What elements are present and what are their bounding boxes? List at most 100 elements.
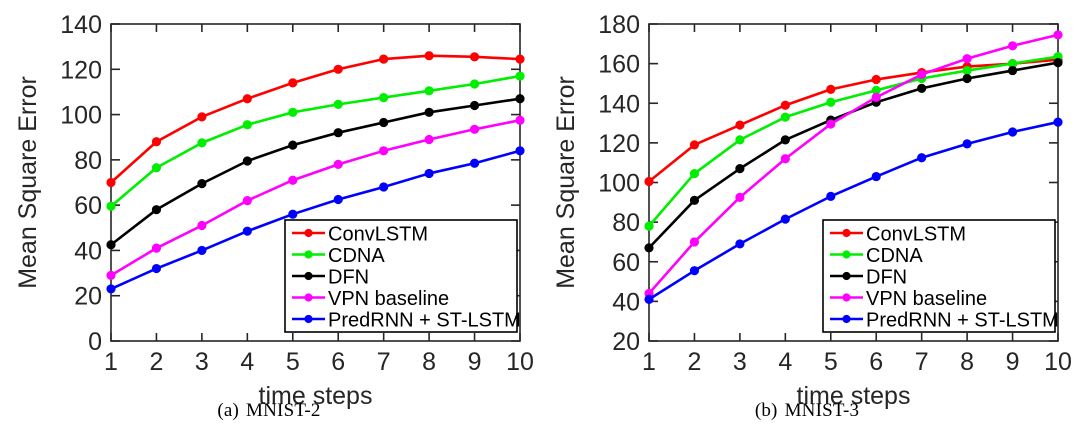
y-tick-label: 40 xyxy=(612,288,640,316)
data-point-marker xyxy=(288,209,298,219)
x-tick-label: 3 xyxy=(733,348,747,376)
data-point-marker xyxy=(689,195,700,205)
data-point-marker xyxy=(962,139,972,149)
legend-entry-label: ConvLSTM xyxy=(866,224,966,246)
data-point-marker xyxy=(333,128,343,138)
series-line xyxy=(647,120,1060,301)
data-point-marker xyxy=(644,243,654,253)
data-point-marker xyxy=(871,74,881,85)
data-point-marker xyxy=(780,135,790,145)
data-point-marker xyxy=(962,65,972,76)
data-point-marker xyxy=(469,100,480,111)
x-tick-label: 1 xyxy=(104,348,118,376)
data-point-marker xyxy=(151,263,162,274)
data-point-marker xyxy=(780,112,790,122)
y-tick-label: 120 xyxy=(598,130,640,158)
series-line xyxy=(109,74,522,208)
data-point-marker xyxy=(288,140,298,150)
data-point-marker xyxy=(151,137,162,147)
y-tick-label: 120 xyxy=(60,56,102,84)
x-tick-label: 10 xyxy=(506,348,534,376)
legend-entry-label: PredRNN + ST-LSTM xyxy=(328,310,521,332)
x-tick-label: 6 xyxy=(331,348,345,376)
x-tick-label: 3 xyxy=(195,348,209,376)
data-point-marker xyxy=(871,92,881,102)
data-point-marker xyxy=(1053,58,1063,68)
legend-marker-sample xyxy=(842,250,851,259)
panel-caption-a: (a) MNIST-2 xyxy=(0,400,538,422)
data-point-marker xyxy=(379,92,389,103)
data-point-marker xyxy=(242,156,252,166)
data-point-marker xyxy=(106,201,116,211)
x-tick-label: 4 xyxy=(778,348,792,376)
plot-area-mnist2: 0 20 40 60 80 100 120 140 1 2 3 4 5 6 7 8 9 10 time steps M… xyxy=(14,11,534,410)
data-point-marker xyxy=(735,120,745,130)
y-tick-label: 20 xyxy=(74,283,102,311)
y-tick-label: 60 xyxy=(612,249,640,277)
legend-marker-sample xyxy=(304,293,313,302)
legend-marker-sample xyxy=(842,314,851,324)
x-tick-label: 2 xyxy=(149,348,163,376)
data-point-marker xyxy=(962,73,972,84)
y-tick-label: 140 xyxy=(60,11,102,39)
data-point-marker xyxy=(333,159,343,169)
data-point-marker xyxy=(424,107,434,117)
legend-marker-sample xyxy=(842,271,851,281)
data-point-marker xyxy=(644,221,654,231)
x-axis-title: time steps xyxy=(259,382,373,410)
y-tick-label: 160 xyxy=(598,51,640,79)
series-line xyxy=(109,118,522,277)
x-tick-label: 2 xyxy=(687,348,701,376)
series-line xyxy=(647,55,1060,228)
data-point-marker xyxy=(826,119,836,129)
legend-entry-label: ConvLSTM xyxy=(328,224,428,246)
data-point-marker xyxy=(917,69,927,80)
legend-entry-label: CDNA xyxy=(866,245,923,267)
caption-index-a: (a) xyxy=(217,400,240,421)
data-point-marker xyxy=(106,177,116,188)
x-tick-label: 1 xyxy=(642,348,656,376)
legend-marker-sample xyxy=(304,314,313,324)
y-tick-label: 140 xyxy=(598,90,640,118)
y-tick-label: 20 xyxy=(612,328,640,356)
series-line xyxy=(109,97,522,247)
chart-panel-mnist2: 0 20 40 60 80 100 120 140 1 2 3 4 5 6 7 8 9 10 time steps M… xyxy=(0,11,538,422)
data-point-marker xyxy=(780,214,790,224)
x-tick-label: 9 xyxy=(1006,348,1020,376)
data-point-marker xyxy=(917,153,927,163)
data-point-marker xyxy=(871,171,881,182)
data-point-marker xyxy=(917,83,927,93)
data-point-marker xyxy=(1007,127,1018,137)
data-point-marker xyxy=(689,168,700,179)
series-line xyxy=(109,149,522,291)
data-point-marker xyxy=(242,94,252,104)
y-axis-title: Mean Square Error xyxy=(14,76,42,289)
x-tick-label: 4 xyxy=(240,348,254,376)
data-point-marker xyxy=(735,135,745,145)
data-point-marker xyxy=(151,205,162,215)
caption-text-a: MNIST-2 xyxy=(246,400,321,421)
data-point-marker xyxy=(515,115,525,125)
legend-entry-label: DFN xyxy=(866,267,907,289)
y-tick-label: 40 xyxy=(74,237,102,265)
x-tick-label: 7 xyxy=(915,348,929,376)
data-point-marker xyxy=(1007,41,1018,51)
data-point-marker xyxy=(1053,117,1063,127)
data-point-marker xyxy=(515,71,525,81)
data-point-marker xyxy=(1053,30,1063,40)
legend-entry-label: VPN baseline xyxy=(866,288,987,310)
caption-index-b: (b) xyxy=(754,400,778,421)
legend-entry-label: PredRNN + ST-LSTM xyxy=(866,310,1059,332)
data-point-marker xyxy=(288,78,298,88)
data-point-marker xyxy=(826,97,836,107)
data-point-marker xyxy=(826,84,836,94)
data-point-marker xyxy=(515,54,525,64)
data-point-marker xyxy=(197,112,207,122)
data-point-marker xyxy=(780,100,790,110)
legend-entry-label: VPN baseline xyxy=(328,288,449,310)
data-point-marker xyxy=(826,191,836,201)
data-point-marker xyxy=(689,266,700,276)
x-tick-label: 8 xyxy=(960,348,974,376)
data-point-marker xyxy=(469,52,480,62)
x-tick-label: 5 xyxy=(286,348,300,376)
